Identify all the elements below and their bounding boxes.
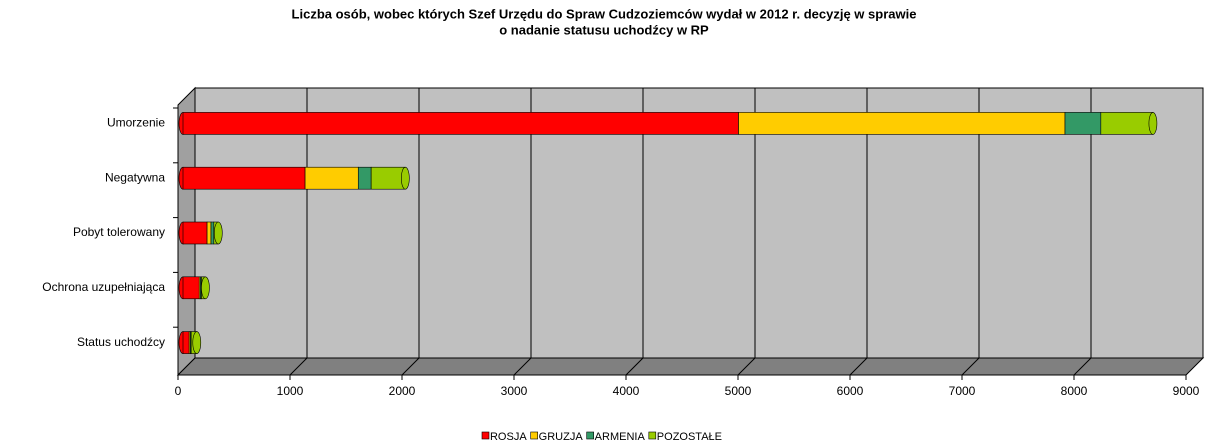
x-tick-label: 9000 xyxy=(1173,384,1200,398)
grid-line xyxy=(513,357,532,376)
bar xyxy=(206,221,212,245)
grid-line xyxy=(849,357,868,376)
chart-title: Liczba osób, wobec których Szef Urzędu d… xyxy=(292,6,917,21)
legend-label: GRUZJA xyxy=(539,431,584,443)
y-tick-label: Negatywna xyxy=(105,170,165,184)
x-tick-label: 1000 xyxy=(277,384,304,398)
bar-cap xyxy=(401,166,410,190)
bar xyxy=(1064,112,1102,135)
y-tick-label: Umorzenie xyxy=(107,116,165,130)
bar-cap xyxy=(192,331,202,354)
bar xyxy=(182,166,306,190)
x-tick-label: 7000 xyxy=(949,384,976,398)
y-tick-label: Pobyt tolerowany xyxy=(73,225,165,239)
bar xyxy=(182,112,739,135)
chart-title: o nadanie statusu uchodźcy w RP xyxy=(499,22,709,37)
bar-cap xyxy=(1148,112,1158,135)
legend-swatch xyxy=(648,431,657,440)
grid-line xyxy=(737,357,756,376)
bar xyxy=(370,166,406,190)
legend-label: ROSJA xyxy=(490,431,527,443)
legend-swatch xyxy=(530,431,538,440)
floor xyxy=(176,357,1205,376)
bar xyxy=(357,166,372,190)
legend-label: POZOSTAŁE xyxy=(657,431,722,443)
bar xyxy=(210,221,215,245)
bar-cap xyxy=(213,221,223,245)
bar-cap xyxy=(201,276,210,300)
x-tick-label: 2000 xyxy=(389,384,416,398)
bar xyxy=(182,221,208,245)
x-tick-label: 4000 xyxy=(613,384,640,398)
bar xyxy=(304,166,359,190)
y-tick-label: Status uchodźcy xyxy=(77,335,165,349)
x-tick-label: 0 xyxy=(175,384,182,398)
x-tick-label: 8000 xyxy=(1061,384,1088,398)
y-tick-label: Ochrona uzupełniająca xyxy=(42,280,165,294)
legend-swatch xyxy=(586,431,594,440)
bar xyxy=(182,276,200,300)
bar xyxy=(182,331,190,354)
grid-line xyxy=(625,357,644,376)
grid-line xyxy=(289,357,308,376)
x-tick-label: 6000 xyxy=(837,384,864,398)
legend-label: ARMENIA xyxy=(595,431,646,443)
x-tick-label: 5000 xyxy=(725,384,752,398)
bar xyxy=(738,112,1066,135)
legend-swatch xyxy=(481,431,490,440)
grid-line xyxy=(401,357,420,376)
bar xyxy=(1100,112,1154,135)
grid-line xyxy=(1073,357,1092,376)
grid-line xyxy=(961,357,980,376)
x-tick-label: 3000 xyxy=(501,384,528,398)
